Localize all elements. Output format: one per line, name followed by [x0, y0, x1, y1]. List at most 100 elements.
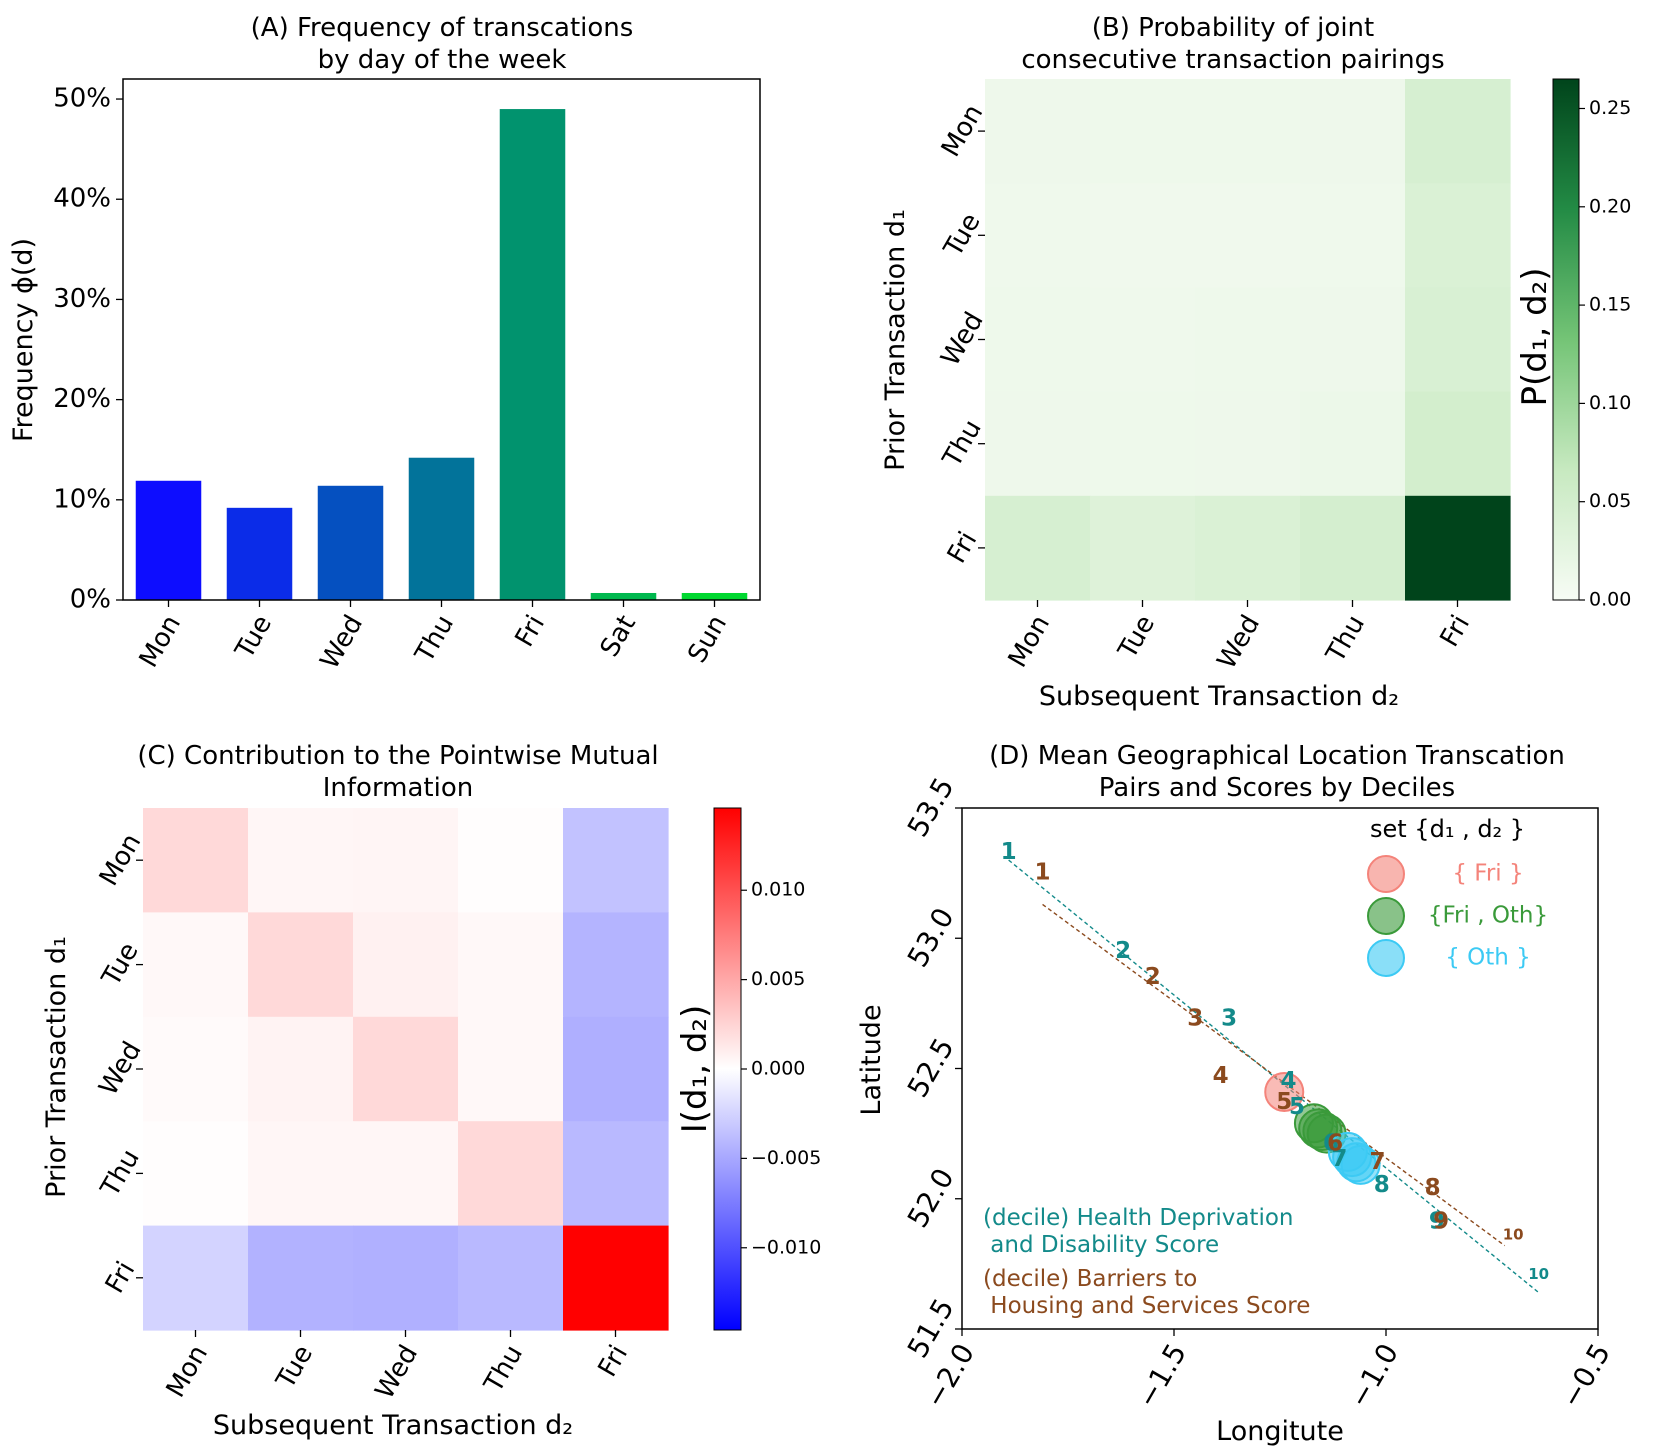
series-1-decile-label: 4: [1213, 1063, 1229, 1089]
panel-c-colorbar-tick-label: 0.010: [751, 879, 805, 901]
panel-c-cell-tue-wed: [353, 912, 459, 1018]
panel-b-cell-mon-thu: [1300, 79, 1406, 184]
panel-c-cell-thu-tue: [248, 1121, 354, 1227]
panel-c-cell-wed-wed: [353, 1016, 459, 1122]
cluster-0-point: [1264, 1071, 1305, 1112]
panel-b-cell-wed-tue: [1090, 287, 1196, 393]
panel-d-ytick-label: 53.5: [901, 772, 961, 842]
panel-a-ytick-label: 50%: [53, 84, 111, 114]
panel-b-cell-tue-tue: [1090, 183, 1196, 288]
panel-b-cell-mon-tue: [1090, 79, 1196, 184]
panel-c-cell-fri-mon: [143, 1225, 249, 1331]
panel-b-title-line-2: consecutive transaction pairings: [1021, 45, 1444, 75]
series-1-decile-label: 9: [1433, 1209, 1449, 1235]
panel-a-bar-chart: (A) Frequency of transcations by day of …: [8, 13, 761, 674]
panel-b-xlabel: Subsequent Transaction d₂: [1039, 681, 1399, 712]
panel-c-cell-fri-thu: [458, 1225, 564, 1331]
panel-c-ylabel: Prior Transaction d₁: [41, 936, 72, 1198]
panel-c-cell-wed-thu: [458, 1016, 564, 1122]
panel-b-colorbar: [1552, 78, 1580, 601]
panel-c-colorbar: [713, 807, 742, 1331]
panel-c-cell-mon-fri: [563, 808, 669, 913]
panel-b-xtick-label: Fri: [1435, 610, 1476, 652]
bar-sat: [590, 592, 657, 600]
panel-b-cell-wed-thu: [1300, 287, 1406, 393]
panel-b-colorbar-tick-label: 0.20: [1589, 195, 1631, 217]
panel-b-cell-tue-fri: [1405, 183, 1511, 288]
panel-c-cell-fri-fri: [563, 1225, 669, 1331]
panel-b-cell-wed-wed: [1195, 287, 1301, 393]
panel-b-cell-fri-wed: [1195, 495, 1301, 601]
panel-a-ytick-label: 40%: [53, 184, 111, 214]
panel-c-cell-thu-fri: [563, 1121, 669, 1227]
panel-d-title-line-2: Pairs and Scores by Deciles: [1099, 773, 1455, 803]
panel-b-cell-mon-wed: [1195, 79, 1301, 184]
panel-d-xlabel: Longitute: [1216, 1416, 1344, 1447]
series-1-decile-label: 7: [1370, 1149, 1386, 1175]
series-0-decile-label: 5: [1289, 1094, 1305, 1120]
bar-wed: [317, 485, 384, 600]
panel-b-cell-tue-thu: [1300, 183, 1406, 288]
panel-b-colorbar-tick-label: 0.05: [1589, 490, 1631, 512]
panel-c-colorbar-tick-label: −0.010: [751, 1236, 821, 1258]
series-0-decile-label: 4: [1280, 1068, 1296, 1094]
panel-a-xtick-label: Sun: [682, 610, 733, 668]
panel-b-cell-fri-tue: [1090, 495, 1196, 601]
panel-b-colorbar-label: P(d₁, d₂): [1515, 267, 1555, 406]
panel-d-xtick-label: −0.5: [1554, 1338, 1617, 1413]
panel-b-colorbar-tick-label: 0.15: [1589, 294, 1631, 316]
bar-fri: [499, 109, 566, 601]
panel-b-xtick-label: Tue: [1112, 610, 1161, 664]
panel-c-cell-wed-fri: [563, 1016, 669, 1122]
legend-marker-fri-oth: [1367, 897, 1405, 935]
panel-c-cell-fri-tue: [248, 1225, 354, 1331]
panel-d-ytick-label: 53.0: [901, 902, 961, 972]
panel-d-ytick-label: 52.0: [901, 1163, 961, 1233]
panel-c-cell-wed-mon: [143, 1016, 249, 1122]
panel-a-ytick-label: 0%: [70, 585, 111, 615]
panel-b-ytick-label: Tue: [938, 208, 987, 262]
panel-a-title-line-2: by day of the week: [318, 45, 567, 75]
panel-c-cell-tue-fri: [563, 912, 669, 1018]
panel-c-cell-thu-thu: [458, 1121, 564, 1227]
panel-a-frame: [122, 78, 761, 601]
bar-tue: [226, 507, 293, 600]
panel-b-cell-thu-thu: [1300, 391, 1406, 497]
legend-marker-oth: [1367, 939, 1405, 977]
legend-marker-fri: [1367, 855, 1405, 893]
panel-c-cell-mon-mon: [143, 808, 249, 913]
panel-d-xtick-label: −1.5: [1130, 1338, 1193, 1413]
panel-d-series-notes: (decile) Health Deprivation and Disabili…: [983, 1205, 1310, 1319]
panel-c-cell-mon-tue: [248, 808, 354, 913]
legend-label-fri: { Fri }: [1452, 861, 1523, 887]
panel-b-cell-wed-fri: [1405, 287, 1511, 393]
panel-b-title-line-1: (B) Probability of joint: [1092, 13, 1374, 43]
health-series-note-line-1: (decile) Health Deprivation: [983, 1205, 1294, 1231]
panel-c-cell-tue-thu: [458, 912, 564, 1018]
panel-a-xtick-label: Fri: [510, 610, 551, 652]
barriers-series-note-line-2: Housing and Services Score: [983, 1293, 1310, 1319]
panel-c-cell-tue-tue: [248, 912, 354, 1018]
panel-a-xtick-label: Sat: [595, 610, 642, 662]
panel-d-xtick-label: −1.0: [1342, 1338, 1405, 1413]
panel-c-colorbar-tick-label: −0.005: [751, 1147, 821, 1169]
panel-d-scatter: (D) Mean Geographical Location Transcati…: [856, 741, 1617, 1447]
panel-c-xtick-label: Mon: [161, 1340, 214, 1402]
panel-c-xtick-label: Fri: [593, 1340, 634, 1382]
panel-b-cell-tue-mon: [985, 183, 1091, 288]
panel-b-ytick-label: Fri: [942, 527, 983, 569]
series-0-decile-label: 7: [1331, 1146, 1347, 1172]
panel-c-cell-mon-thu: [458, 808, 564, 913]
panel-c-cell-thu-mon: [143, 1121, 249, 1227]
bar-sun: [681, 592, 748, 600]
panel-b-cell-thu-wed: [1195, 391, 1301, 497]
series-0-decile-label: 10: [1528, 1265, 1549, 1283]
barriers-series-note-line-1: (decile) Barriers to: [983, 1266, 1197, 1292]
panel-d-legend: set {d₁ , d₂ } { Fri } {Fri , Oth} { Oth…: [1367, 815, 1548, 977]
series-1-decile-label: 2: [1145, 964, 1161, 990]
panel-a-xtick-label: Tue: [229, 610, 278, 664]
series-1-decile-label: 6: [1327, 1131, 1343, 1157]
panel-a-ytick-label: 30%: [53, 284, 111, 314]
panel-b-colorbar-tick-label: 0.00: [1589, 589, 1631, 611]
